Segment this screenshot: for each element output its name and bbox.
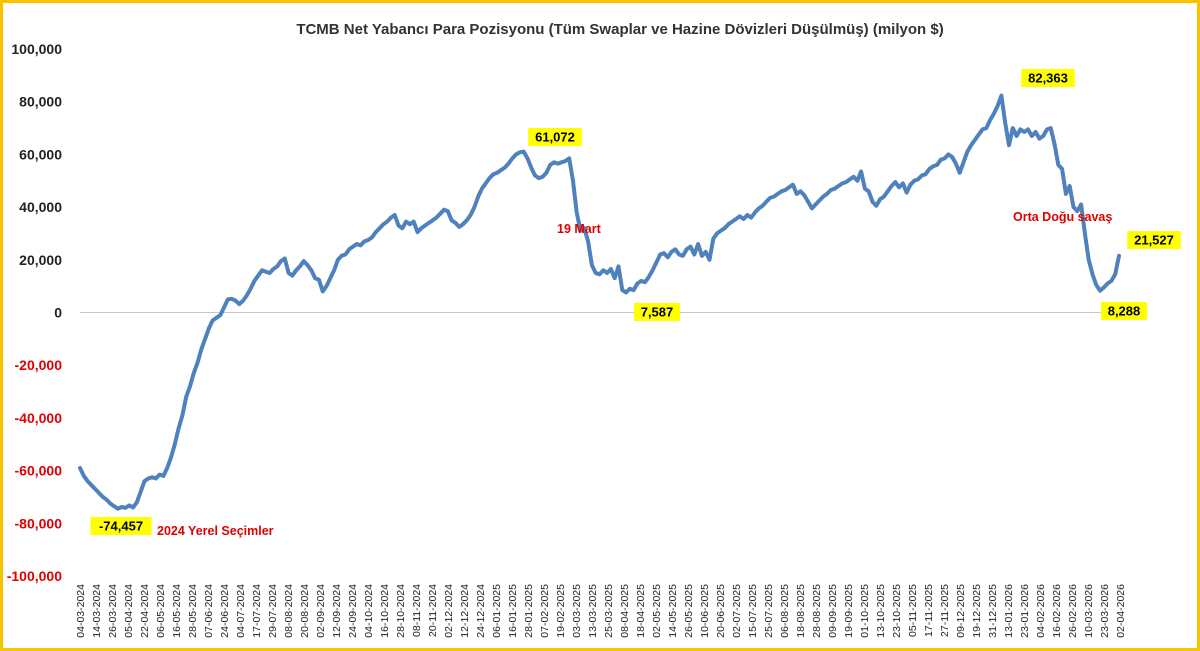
x-tick-label: 23-03-2026 bbox=[1099, 584, 1111, 638]
x-tick-label: 02-12-2024 bbox=[443, 584, 455, 638]
data-label: 7,587 bbox=[641, 305, 674, 320]
data-label-box bbox=[528, 128, 582, 146]
event-annotation: Orta Doğu savaş bbox=[1013, 210, 1112, 224]
x-tick-label: 16-10-2024 bbox=[379, 584, 391, 638]
y-tick-label: 60,000 bbox=[19, 146, 62, 162]
y-axis: 100,000 80,000 60,000 40,000 20,000 0 -20,000 -… bbox=[7, 41, 62, 584]
data-label-box bbox=[634, 303, 680, 321]
x-axis: 04-03-2024 14-03-2024 26-03-2024 05-04-2024… bbox=[75, 584, 1127, 638]
y-tick-label: 0 bbox=[54, 305, 62, 321]
x-tick-label: 06-01-2025 bbox=[491, 584, 503, 638]
x-tick-label: 27-11-2025 bbox=[939, 584, 951, 637]
y-tick-label: 80,000 bbox=[19, 94, 62, 110]
x-tick-label: 26-02-2026 bbox=[1067, 584, 1079, 638]
x-tick-label: 02-09-2024 bbox=[315, 584, 327, 638]
x-tick-label: 17-11-2025 bbox=[923, 584, 935, 637]
x-tick-label: 06-08-2025 bbox=[779, 584, 791, 638]
y-tick-label: 40,000 bbox=[19, 199, 62, 215]
y-tick-label: 100,000 bbox=[11, 41, 62, 57]
x-tick-label: 28-01-2025 bbox=[523, 584, 535, 638]
x-tick-label: 10-03-2026 bbox=[1083, 584, 1095, 638]
x-tick-label: 24-06-2024 bbox=[219, 584, 231, 638]
x-tick-label: 19-12-2025 bbox=[971, 584, 983, 638]
x-tick-label: 08-08-2024 bbox=[283, 584, 295, 638]
x-tick-label: 04-03-2024 bbox=[75, 584, 87, 638]
x-tick-label: 20-06-2025 bbox=[715, 584, 727, 638]
data-label-box bbox=[1101, 302, 1147, 320]
x-tick-label: 25-07-2025 bbox=[763, 584, 775, 638]
y-tick-label: -100,000 bbox=[7, 568, 62, 584]
x-tick-label: 05-04-2024 bbox=[123, 584, 135, 638]
data-label-box bbox=[1021, 69, 1075, 87]
x-tick-label: 08-11-2024 bbox=[411, 584, 423, 637]
x-tick-label: 09-12-2025 bbox=[955, 584, 967, 638]
x-tick-label: 26-03-2024 bbox=[107, 584, 119, 638]
x-tick-label: 06-05-2024 bbox=[155, 584, 167, 638]
y-tick-label: -20,000 bbox=[15, 357, 63, 373]
x-tick-label: 15-07-2025 bbox=[747, 584, 759, 638]
x-tick-label: 18-04-2025 bbox=[635, 584, 647, 638]
data-label: 61,072 bbox=[535, 130, 575, 145]
x-tick-label: 23-10-2025 bbox=[891, 584, 903, 638]
event-annotation: 19 Mart bbox=[557, 222, 602, 236]
x-tick-label: 03-03-2025 bbox=[571, 584, 583, 638]
x-tick-label: 24-09-2024 bbox=[347, 584, 359, 638]
x-tick-label: 12-09-2024 bbox=[331, 584, 343, 638]
x-tick-label: 16-01-2025 bbox=[507, 584, 519, 638]
x-tick-label: 28-08-2025 bbox=[811, 584, 823, 638]
x-tick-label: 20-08-2024 bbox=[299, 584, 311, 638]
x-tick-label: 25-03-2025 bbox=[603, 584, 615, 638]
x-tick-label: 31-12-2025 bbox=[987, 584, 999, 638]
data-label: 8,288 bbox=[1108, 304, 1141, 319]
x-tick-label: 04-07-2024 bbox=[235, 584, 247, 638]
series-line bbox=[78, 93, 1121, 511]
x-tick-label: 20-11-2024 bbox=[427, 584, 439, 637]
y-tick-label: -40,000 bbox=[15, 410, 63, 426]
x-tick-label: 08-04-2025 bbox=[619, 584, 631, 638]
annotations: -74,457 2024 Yerel Seçimler 61,072 19 Mart 7… bbox=[90, 69, 1181, 538]
x-tick-label: 24-12-2024 bbox=[475, 584, 487, 638]
x-tick-label: 28-05-2024 bbox=[187, 584, 199, 638]
data-label: 82,363 bbox=[1028, 71, 1068, 86]
x-tick-label: 13-10-2025 bbox=[875, 584, 887, 638]
x-tick-label: 12-12-2024 bbox=[459, 584, 471, 638]
y-tick-label: -80,000 bbox=[15, 515, 63, 531]
x-tick-label: 22-04-2024 bbox=[139, 584, 151, 638]
x-tick-label: 28-10-2024 bbox=[395, 584, 407, 638]
x-tick-label: 07-06-2024 bbox=[203, 584, 215, 638]
x-tick-label: 19-09-2025 bbox=[843, 584, 855, 638]
x-tick-label: 07-02-2025 bbox=[539, 584, 551, 638]
x-tick-label: 02-04-2026 bbox=[1115, 584, 1127, 638]
x-tick-label: 01-10-2025 bbox=[859, 584, 871, 638]
x-tick-label: 19-02-2025 bbox=[555, 584, 567, 638]
x-tick-label: 26-05-2025 bbox=[683, 584, 695, 638]
x-tick-label: 04-02-2026 bbox=[1035, 584, 1047, 638]
x-tick-label: 05-11-2025 bbox=[907, 584, 919, 637]
x-tick-label: 16-05-2024 bbox=[171, 584, 183, 638]
x-tick-label: 02-05-2025 bbox=[651, 584, 663, 638]
x-tick-label: 16-02-2026 bbox=[1051, 584, 1063, 638]
x-tick-label: 23-01-2026 bbox=[1019, 584, 1031, 638]
x-tick-label: 29-07-2024 bbox=[267, 584, 279, 638]
y-tick-label: 20,000 bbox=[19, 252, 62, 268]
x-tick-label: 18-08-2025 bbox=[795, 584, 807, 638]
x-tick-label: 14-03-2024 bbox=[91, 584, 103, 638]
x-tick-label: 10-06-2025 bbox=[699, 584, 711, 638]
data-label: 21,527 bbox=[1134, 233, 1174, 248]
data-label-box bbox=[90, 517, 152, 535]
x-tick-label: 02-07-2025 bbox=[731, 584, 743, 638]
x-tick-label: 17-07-2024 bbox=[251, 584, 263, 638]
data-label-box bbox=[1127, 231, 1181, 249]
x-tick-label: 13-01-2026 bbox=[1003, 584, 1015, 638]
y-tick-label: -60,000 bbox=[15, 463, 63, 479]
x-tick-label: 09-09-2025 bbox=[827, 584, 839, 638]
x-tick-label: 14-05-2025 bbox=[667, 584, 679, 638]
event-annotation: 2024 Yerel Seçimler bbox=[157, 524, 274, 538]
chart-title: TCMB Net Yabancı Para Pozisyonu (Tüm Swa… bbox=[296, 21, 943, 38]
x-tick-label: 13-03-2025 bbox=[587, 584, 599, 638]
data-label: -74,457 bbox=[99, 519, 143, 534]
x-tick-label: 04-10-2024 bbox=[363, 584, 375, 638]
